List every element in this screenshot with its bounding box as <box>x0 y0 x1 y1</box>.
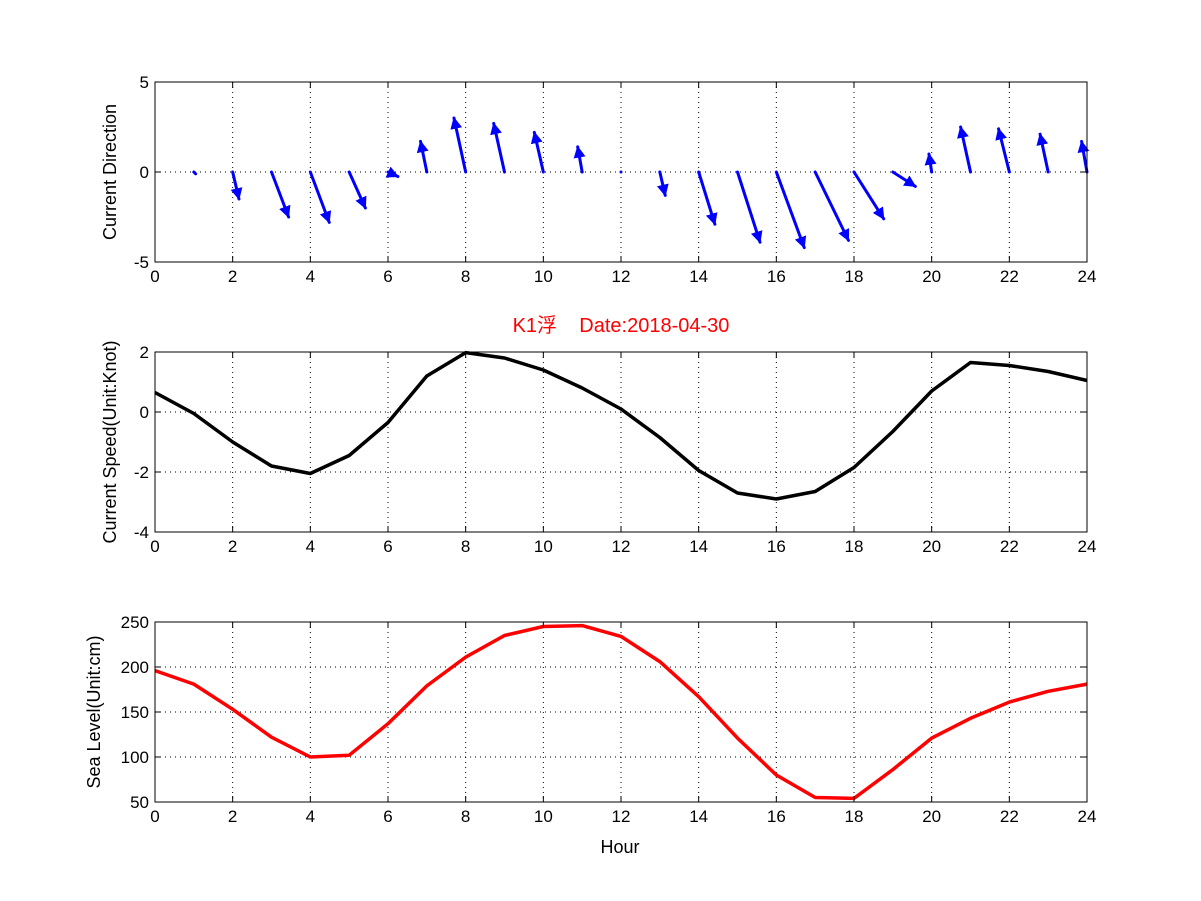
current-arrow <box>924 152 937 174</box>
y-tick-label: 5 <box>140 73 149 92</box>
x-tick-label: 20 <box>922 537 941 556</box>
x-tick-label: 10 <box>534 267 553 286</box>
x-tick-label: 16 <box>767 267 786 286</box>
x-tick-label: 6 <box>383 267 392 286</box>
x-tick-label: 12 <box>612 807 631 826</box>
current-arrow <box>736 170 763 244</box>
x-tick-label: 10 <box>534 807 553 826</box>
x-tick-label: 22 <box>1000 267 1019 286</box>
x-tick-label: 8 <box>461 807 470 826</box>
current-arrow <box>697 170 718 226</box>
current-speed-line <box>154 350 1088 501</box>
y-tick-label: 250 <box>121 613 149 632</box>
x-tick-label: 14 <box>689 807 708 826</box>
y-tick-label: -5 <box>134 253 149 272</box>
x-tick-label: 8 <box>461 267 470 286</box>
current-direction-ylabel: Current Direction <box>100 104 120 240</box>
x-tick-label: 2 <box>228 537 237 556</box>
x-tick-label: 10 <box>534 537 553 556</box>
current-arrow <box>230 170 243 201</box>
current-arrow <box>530 130 545 174</box>
current-arrow <box>416 139 429 174</box>
current-arrow <box>1077 139 1090 174</box>
x-tick-label: 0 <box>150 537 159 556</box>
y-tick-label: -4 <box>134 523 149 542</box>
y-tick-label: 200 <box>121 658 149 677</box>
x-tick-label: 16 <box>767 807 786 826</box>
x-tick-label: 16 <box>767 537 786 556</box>
x-tick-label: 0 <box>150 807 159 826</box>
hour-xlabel: Hour <box>600 837 639 857</box>
x-tick-label: 18 <box>845 267 864 286</box>
y-tick-label: 0 <box>140 163 149 182</box>
current-speed-ylabel: Current Speed(Unit:Knot) <box>100 340 120 543</box>
current-arrow <box>957 125 972 174</box>
current-arrow <box>573 145 586 174</box>
y-tick-label: 100 <box>121 748 149 767</box>
x-tick-label: 20 <box>922 807 941 826</box>
x-tick-label: 14 <box>689 267 708 286</box>
x-tick-label: 2 <box>228 807 237 826</box>
chart-title: K1浮 Date:2018-04-30 <box>513 314 730 337</box>
current-arrow <box>450 116 468 174</box>
y-tick-label: 0 <box>140 403 149 422</box>
x-tick-label: 2 <box>228 267 237 286</box>
current-arrow <box>891 170 917 188</box>
x-tick-label: 24 <box>1078 537 1097 556</box>
current-arrow <box>995 127 1011 174</box>
y-tick-label: 2 <box>140 343 149 362</box>
x-tick-label: 12 <box>612 267 631 286</box>
sea-level-ylabel: Sea Level(Unit:cm) <box>84 635 104 788</box>
x-tick-label: 4 <box>306 537 315 556</box>
sea-level-line <box>154 623 1088 801</box>
current-arrow <box>308 170 332 224</box>
x-tick-label: 22 <box>1000 807 1019 826</box>
x-tick-label: 6 <box>383 537 392 556</box>
x-tick-label: 22 <box>1000 537 1019 556</box>
y-tick-label: 150 <box>121 703 149 722</box>
x-tick-label: 24 <box>1078 807 1097 826</box>
current-arrow <box>490 121 506 174</box>
current-arrow <box>852 170 886 221</box>
x-tick-label: 12 <box>612 537 631 556</box>
current-arrow <box>385 166 400 178</box>
x-tick-label: 18 <box>845 807 864 826</box>
y-tick-label: 50 <box>130 793 149 812</box>
y-tick-label: -2 <box>134 463 149 482</box>
current-arrow <box>1036 132 1050 174</box>
current-arrow <box>813 170 850 242</box>
x-tick-label: 4 <box>306 807 315 826</box>
current-arrow <box>656 170 669 197</box>
current-arrow <box>347 170 367 210</box>
x-tick-label: 18 <box>845 537 864 556</box>
x-tick-label: 4 <box>306 267 315 286</box>
current-arrow <box>270 170 291 219</box>
x-tick-label: 14 <box>689 537 708 556</box>
current-arrow <box>192 170 198 176</box>
current-arrow <box>774 170 807 250</box>
x-tick-label: 24 <box>1078 267 1097 286</box>
x-tick-label: 0 <box>150 267 159 286</box>
x-tick-label: 8 <box>461 537 470 556</box>
x-tick-label: 20 <box>922 267 941 286</box>
x-tick-label: 6 <box>383 807 392 826</box>
